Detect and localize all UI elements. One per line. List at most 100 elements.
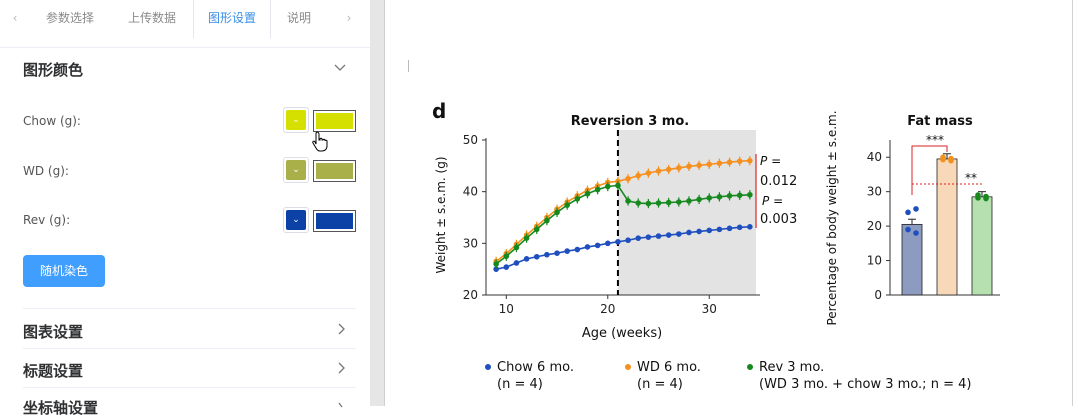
data-point xyxy=(493,266,499,272)
tab-parameters[interactable]: 参数选择 xyxy=(45,11,94,25)
random-color-button[interactable]: 随机染色 xyxy=(23,255,105,287)
data-point xyxy=(676,165,682,171)
color-swatch-wd: ⌄ xyxy=(286,160,306,180)
legend-sublabel: (n = 4) xyxy=(497,377,543,392)
bar-y-tick-label: 20 xyxy=(867,219,882,233)
p-symbol: P xyxy=(760,154,768,168)
legend-marker xyxy=(485,364,491,370)
legend-label: Rev 3 mo. xyxy=(759,360,824,375)
data-point xyxy=(594,242,601,249)
bar-chart: Fat mass 0 10 20 30 40 Percentage of body we… xyxy=(825,110,1000,326)
bar-point xyxy=(940,156,946,163)
data-point xyxy=(747,224,753,230)
chevron-down-icon: ⌄ xyxy=(292,165,300,175)
data-point xyxy=(696,162,702,169)
data-point xyxy=(686,229,692,236)
section-title-title-settings[interactable]: 标题设置 xyxy=(23,362,84,380)
chevron-down-icon: ⌄ xyxy=(292,215,300,225)
chevron-down-icon[interactable] xyxy=(333,60,347,77)
x-tick-label: 30 xyxy=(702,302,717,316)
data-point xyxy=(665,232,672,238)
data-point xyxy=(726,225,733,232)
data-point xyxy=(615,182,621,189)
data-point xyxy=(706,227,713,234)
color-bar-fill-rev xyxy=(316,213,353,229)
chevron-right-icon[interactable] xyxy=(335,322,347,339)
data-point xyxy=(554,250,560,256)
data-point xyxy=(625,175,631,182)
tab-upload-data[interactable]: 上传数据 xyxy=(127,11,176,25)
data-point xyxy=(696,196,702,203)
data-point xyxy=(615,238,621,245)
page-marker xyxy=(408,60,409,72)
p-equals: = xyxy=(771,154,781,168)
data-point xyxy=(604,183,611,190)
data-point xyxy=(645,200,652,207)
data-point xyxy=(716,226,723,233)
data-point xyxy=(645,170,652,176)
legend-marker xyxy=(625,364,631,370)
data-point xyxy=(574,246,581,253)
data-point xyxy=(523,235,530,241)
bar-point xyxy=(948,157,954,164)
color-swatch-rev: ⌄ xyxy=(286,210,306,230)
data-point xyxy=(686,163,692,170)
color-bar-wd xyxy=(313,160,356,182)
section-title-graph-color[interactable]: 图形颜色 xyxy=(23,61,84,79)
data-point xyxy=(574,196,581,202)
tab-scroll-left-icon[interactable]: ‹ xyxy=(12,11,18,25)
tab-scroll-right-icon[interactable]: › xyxy=(346,11,352,25)
data-point xyxy=(726,159,733,166)
data-point xyxy=(716,160,723,167)
color-picker-wd[interactable]: ⌄ xyxy=(283,157,309,183)
data-point xyxy=(544,217,550,224)
section-title-chart-settings[interactable]: 图表设置 xyxy=(23,323,84,341)
figure-canvas: d Reversion 3 mo. 20 30 40 50 10 20 30 Age (w… xyxy=(432,99,1000,392)
data-point xyxy=(665,199,672,206)
bar-point xyxy=(975,195,981,201)
chevron-right-icon[interactable] xyxy=(335,361,347,378)
y-tick-label: 20 xyxy=(463,288,478,302)
y-tick-label: 50 xyxy=(463,133,478,147)
data-point xyxy=(533,226,540,233)
p-value-2: 0.003 xyxy=(760,212,797,227)
panel-letter: d xyxy=(432,99,446,123)
data-point xyxy=(726,193,733,199)
data-point xyxy=(706,161,713,168)
page-right-edge xyxy=(1072,0,1073,406)
data-point xyxy=(503,253,510,260)
data-point xyxy=(716,194,723,200)
data-point xyxy=(676,199,682,205)
data-point xyxy=(513,244,520,251)
page-edge xyxy=(384,0,385,406)
color-picker-chow[interactable]: ⌄ xyxy=(283,107,309,133)
tab-graph-settings[interactable]: 图形设置 xyxy=(193,0,271,38)
divider xyxy=(23,308,356,309)
legend-sublabel: (WD 3 mo. + chow 3 mo.; n = 4) xyxy=(759,377,971,392)
tab-instructions[interactable]: 说明 xyxy=(286,11,311,25)
bar xyxy=(971,196,993,296)
color-label-chow: Chow (g): xyxy=(23,114,81,128)
data-point xyxy=(706,195,713,201)
legend: Chow 6 mo. (n = 4) WD 6 mo. (n = 4) Rev 3 mo… xyxy=(485,360,971,392)
data-point xyxy=(747,191,753,198)
data-point xyxy=(635,235,642,241)
data-point xyxy=(736,192,743,199)
data-point xyxy=(625,237,631,244)
color-bar-fill-wd xyxy=(316,163,353,179)
sig-label-2: ** xyxy=(965,171,977,185)
data-point xyxy=(554,209,560,216)
data-point xyxy=(635,172,642,179)
bar-point xyxy=(913,230,919,236)
data-point xyxy=(503,264,510,270)
color-bar-rev xyxy=(313,210,356,232)
bar-y-tick-label: 40 xyxy=(867,150,882,164)
bar-chart-title: Fat mass xyxy=(907,114,973,129)
color-swatch-chow: ⌄ xyxy=(286,110,306,130)
color-picker-rev[interactable]: ⌄ xyxy=(283,207,309,233)
data-point xyxy=(513,260,520,266)
panel-splitter[interactable] xyxy=(370,0,384,406)
data-point xyxy=(564,248,570,254)
data-point xyxy=(645,234,652,240)
color-bar-chow xyxy=(313,110,356,132)
